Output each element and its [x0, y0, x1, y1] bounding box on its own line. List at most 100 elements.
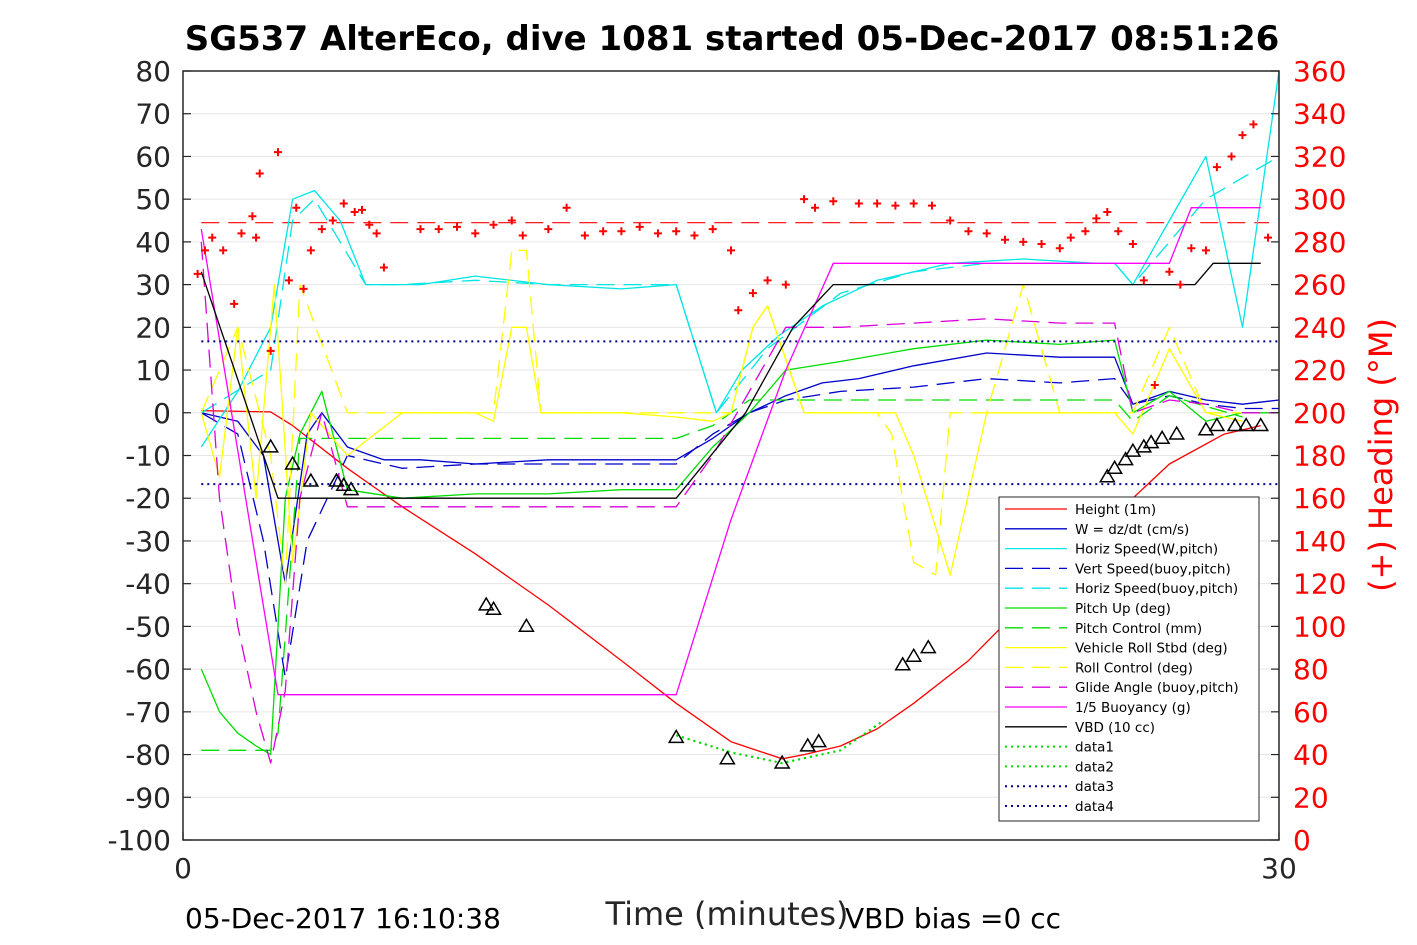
heading-point	[811, 203, 820, 212]
y-tick-label-right: 80	[1293, 653, 1329, 686]
triangle-marker	[719, 750, 736, 765]
heading-point	[350, 207, 359, 216]
heading-point	[964, 227, 973, 236]
heading-point	[518, 231, 527, 240]
legend-label: Horiz Speed(W,pitch)	[1075, 542, 1218, 558]
heading-point	[273, 148, 282, 157]
x-axis-ticks: 0 30	[174, 832, 1297, 885]
heading-point	[1249, 120, 1258, 129]
y-tick-label-right: 40	[1293, 739, 1329, 772]
y-tick-label-right: 320	[1293, 140, 1346, 173]
legend-label: Vehicle Roll Stbd (deg)	[1075, 641, 1228, 657]
heading-point	[230, 299, 239, 308]
heading-point	[1139, 276, 1148, 285]
y-tick-label-left: -50	[125, 610, 171, 643]
heading-point	[208, 233, 217, 242]
legend-label: VBD (10 cc)	[1075, 720, 1155, 736]
y-tick-label-left: -80	[125, 739, 171, 772]
heading-points	[193, 120, 1273, 390]
heading-point	[1001, 235, 1009, 244]
heading-point	[854, 199, 863, 208]
heading-point	[708, 225, 717, 234]
y-tick-label-left: -40	[125, 568, 171, 601]
triangle-marker	[1197, 421, 1215, 436]
heading-point	[1128, 240, 1137, 249]
y-tick-label-right: 160	[1293, 482, 1346, 515]
heading-point	[781, 280, 790, 289]
legend-label: Roll Control (deg)	[1075, 660, 1193, 676]
legend-label: Pitch Up (deg)	[1075, 601, 1171, 617]
heading-point	[653, 229, 662, 238]
series-line-13	[675, 721, 882, 765]
y-tick-label-right: 240	[1293, 311, 1346, 344]
heading-point	[1055, 244, 1064, 253]
triangle-marker	[773, 754, 791, 769]
heading-point	[635, 222, 644, 231]
heading-point	[252, 233, 261, 242]
heading-point	[727, 246, 735, 255]
series-line-6	[201, 395, 1243, 751]
heading-point	[255, 169, 264, 178]
heading-point	[266, 346, 275, 355]
y-tick-label-left: 50	[135, 183, 171, 216]
heading-point	[617, 227, 626, 236]
footer-timestamp: 05-Dec-2017 16:10:38	[185, 902, 501, 935]
heading-point	[248, 212, 257, 221]
y-tick-label-left: -100	[107, 824, 171, 857]
series-line-11	[200, 262, 1261, 499]
heading-point	[909, 199, 918, 208]
heading-point	[299, 284, 308, 293]
series-line-10	[200, 207, 1261, 696]
triangle-marker	[1117, 451, 1134, 466]
y-tick-label-right: 200	[1293, 397, 1346, 430]
y-tick-label-left: 20	[135, 311, 171, 344]
y-tick-label-left: 30	[135, 269, 171, 302]
y-tick-label-right: 120	[1293, 568, 1346, 601]
heading-point	[358, 205, 367, 214]
heading-point	[1238, 131, 1247, 140]
heading-point	[1150, 381, 1159, 390]
triangle-marker	[894, 656, 912, 671]
y-tick-label-right: 100	[1293, 610, 1346, 643]
triangle-marker	[1106, 459, 1123, 474]
series-line-5	[200, 339, 1279, 756]
triangle-marker	[1153, 429, 1171, 445]
triangle-marker	[518, 617, 535, 633]
y-tick-label-right: 0	[1293, 824, 1311, 857]
legend-label: Vert Speed(buoy,pitch)	[1075, 561, 1231, 577]
legend: Height (1m) W = dz/dt (cm/s) Horiz Speed(W…	[998, 496, 1260, 822]
legend-label: data3	[1075, 779, 1114, 795]
y-tick-label-right: 20	[1293, 781, 1329, 814]
heading-point	[1103, 207, 1112, 216]
heading-point	[317, 225, 326, 234]
heading-point	[306, 246, 315, 255]
triangle-marker	[302, 472, 320, 487]
legend-label: Horiz Speed(buoy,pitch)	[1075, 581, 1238, 597]
y-tick-label-left: -10	[125, 440, 171, 473]
y-tick-label-left: 70	[135, 98, 171, 131]
series-line-9	[200, 241, 1279, 764]
triangle-marker	[919, 639, 937, 654]
heading-point	[734, 306, 743, 315]
triangle-marker	[1237, 417, 1255, 432]
legend-label: data4	[1075, 799, 1114, 815]
heading-point	[927, 201, 936, 210]
y-tick-label-right: 260	[1293, 269, 1346, 302]
heading-point	[219, 246, 228, 255]
triangle-marker	[905, 647, 922, 662]
heading-point	[599, 227, 608, 236]
triangle-marker	[810, 733, 827, 748]
footer-vbd-bias: VBD bias =0 cc	[845, 902, 1061, 935]
triangle-marker	[1142, 434, 1160, 449]
heading-point	[434, 225, 443, 234]
y-tick-label-left: 60	[135, 140, 171, 173]
triangle-marker	[667, 728, 685, 744]
heading-point	[328, 216, 337, 225]
heading-point	[284, 276, 293, 285]
heading-point	[193, 269, 202, 278]
y-tick-label-right: 220	[1293, 354, 1346, 387]
triangle-marker	[284, 455, 301, 470]
heading-point	[1019, 237, 1028, 246]
y-tick-label-left: 0	[153, 397, 171, 430]
